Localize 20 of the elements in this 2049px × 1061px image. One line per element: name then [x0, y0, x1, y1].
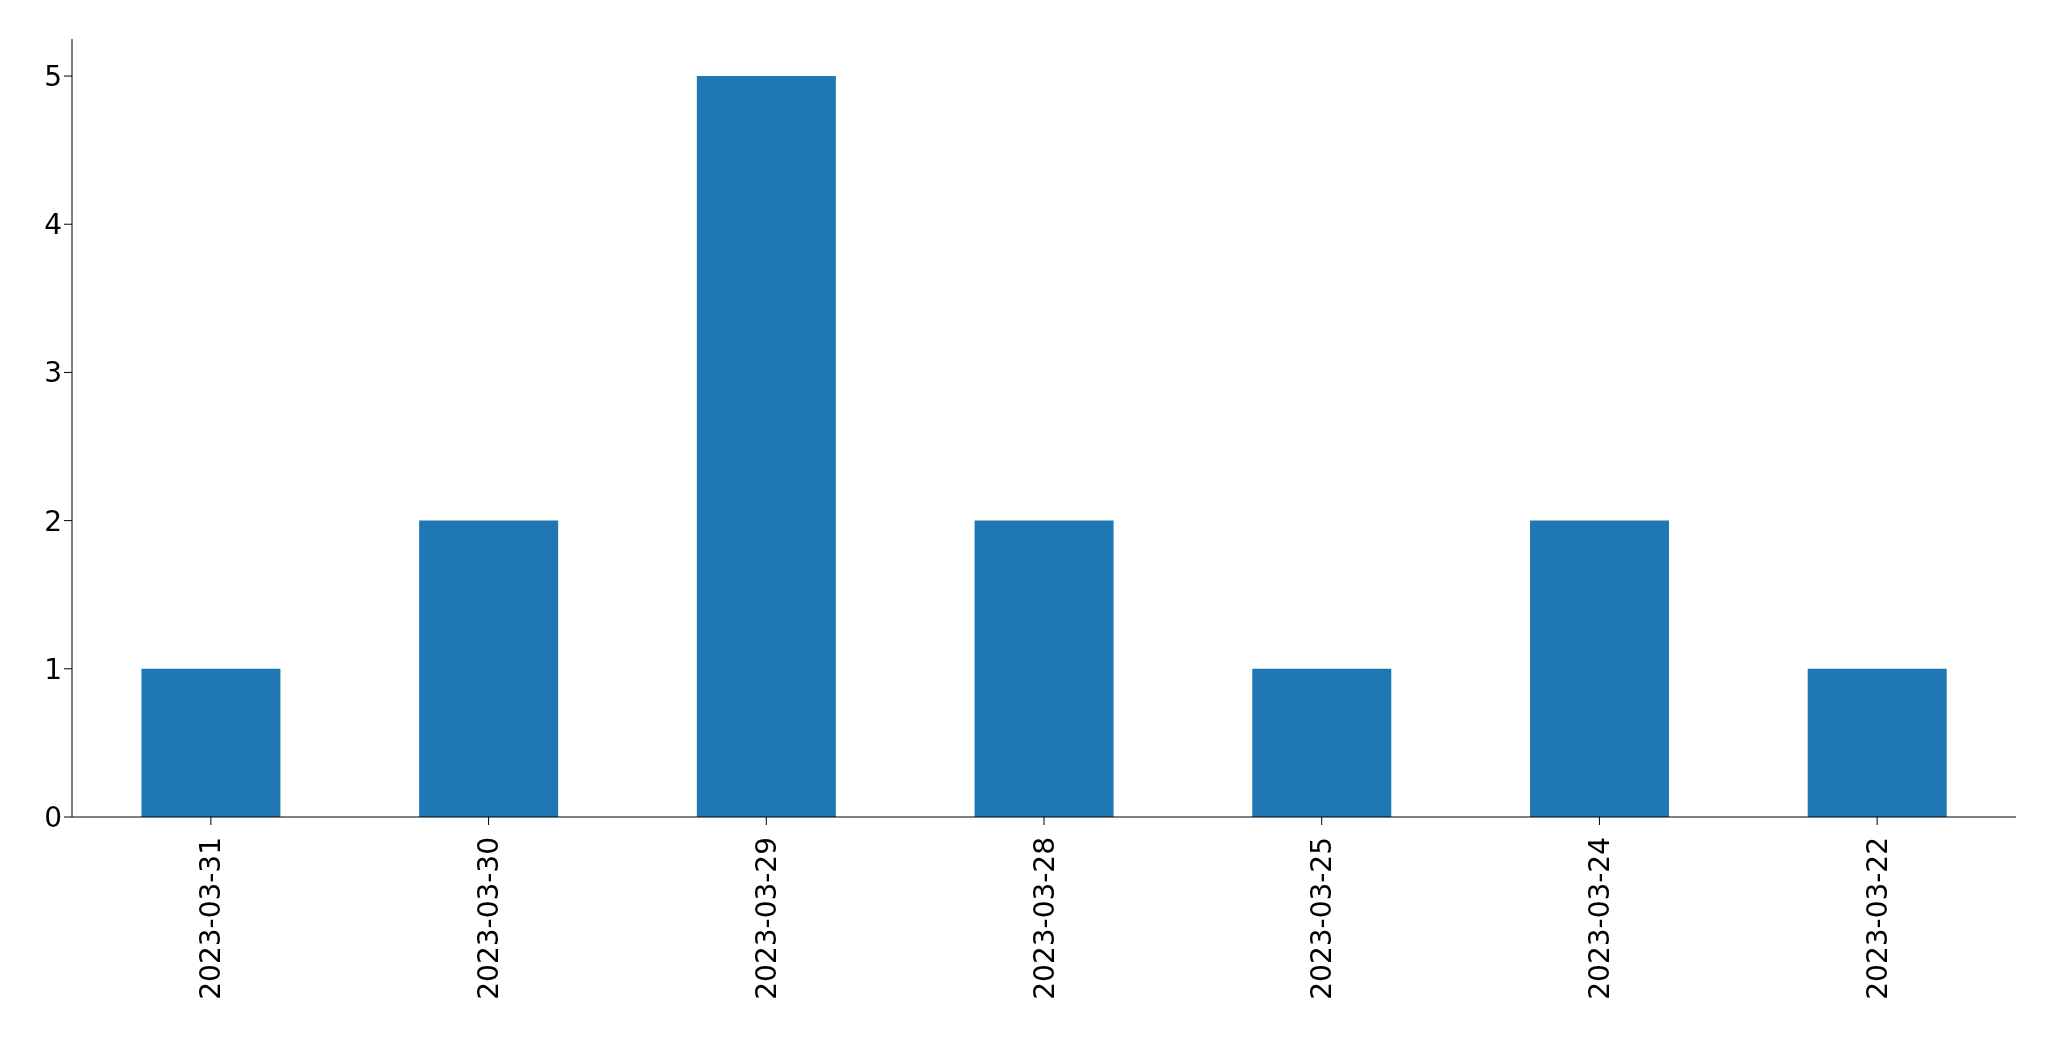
x-tick-label: 2023-03-24: [1582, 837, 1616, 1000]
bar: [1252, 668, 1392, 817]
y-tick-label: 0: [44, 800, 62, 834]
y-tick-label: 2: [44, 504, 62, 538]
bar: [1530, 520, 1669, 817]
y-tick-label: 1: [44, 652, 62, 686]
y-tick-label: 5: [44, 59, 62, 93]
x-tick-label: 2023-03-30: [472, 837, 506, 1000]
bar: [974, 520, 1114, 817]
x-tick-label: 2023-03-25: [1305, 837, 1339, 1000]
bar: [419, 520, 559, 817]
x-tick-label: 2023-03-31: [194, 837, 228, 1000]
y-tick-label: 3: [44, 356, 62, 390]
bar: [141, 668, 281, 817]
x-tick-label: 2023-03-28: [1027, 837, 1061, 1000]
x-tick-label: 2023-03-22: [1860, 837, 1894, 1000]
x-tick-label: 2023-03-29: [749, 837, 783, 1000]
bar: [1807, 668, 1947, 817]
y-tick-label: 4: [44, 208, 62, 242]
bar: [696, 76, 836, 817]
